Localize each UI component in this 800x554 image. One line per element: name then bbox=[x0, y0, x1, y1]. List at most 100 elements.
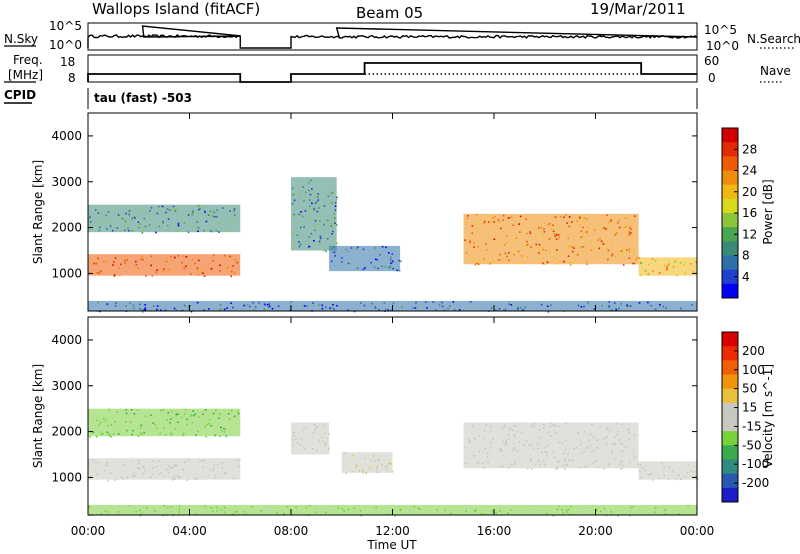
heatmap-speckle bbox=[144, 469, 146, 472]
heatmap-speckle bbox=[95, 262, 98, 265]
heatmap-speckle bbox=[205, 424, 208, 426]
heatmap-speckle bbox=[515, 237, 518, 239]
colorbar-segment bbox=[722, 431, 738, 446]
date-title: 19/Mar/2011 bbox=[590, 0, 686, 18]
heatmap-speckle bbox=[587, 506, 589, 509]
heatmap-speckle bbox=[137, 221, 139, 223]
heatmap-speckle bbox=[191, 214, 194, 216]
heatmap-speckle bbox=[362, 248, 365, 251]
heatmap-speckle bbox=[614, 233, 617, 236]
heatmap-speckle bbox=[141, 232, 144, 234]
heatmap-speckle bbox=[414, 307, 417, 309]
heatmap-speckle bbox=[116, 228, 118, 231]
heatmap-speckle bbox=[586, 218, 588, 220]
heatmap-speckle bbox=[483, 430, 486, 432]
heatmap-speckle bbox=[185, 256, 188, 258]
heatmap-speckle bbox=[474, 510, 476, 512]
heatmap-speckle bbox=[172, 479, 174, 481]
heatmap-speckle bbox=[345, 248, 347, 251]
heatmap-speckle bbox=[542, 249, 545, 251]
heatmap-speckle bbox=[568, 225, 571, 228]
heatmap-speckle bbox=[585, 466, 588, 468]
heatmap-speckle bbox=[374, 460, 377, 462]
heatmap-speckle bbox=[502, 465, 504, 468]
heatmap-speckle bbox=[654, 259, 657, 262]
heatmap-speckle bbox=[502, 219, 505, 221]
heatmap-speckle bbox=[96, 507, 98, 510]
heatmap-speckle bbox=[192, 414, 195, 417]
heatmap-speckle bbox=[293, 213, 296, 216]
heatmap-speckle bbox=[579, 217, 581, 219]
heatmap-speckle bbox=[565, 439, 568, 442]
heatmap-speckle bbox=[554, 216, 557, 218]
heatmap-speckle bbox=[630, 232, 632, 234]
heatmap-speckle bbox=[475, 509, 477, 511]
colorbar-tick-label: 12 bbox=[742, 227, 757, 241]
heatmap-speckle bbox=[186, 423, 188, 426]
heatmap-speckle bbox=[471, 232, 473, 234]
heatmap-speckle bbox=[191, 259, 194, 261]
heatmap-speckle bbox=[219, 426, 222, 429]
heatmap-speckle bbox=[629, 305, 632, 307]
heatmap-speckle bbox=[504, 442, 507, 445]
heatmap-speckle bbox=[117, 214, 120, 216]
heatmap-speckle bbox=[221, 429, 223, 432]
heatmap-speckle bbox=[504, 308, 507, 311]
heatmap-speckle bbox=[290, 301, 293, 303]
x-tick-label: 20:00 bbox=[578, 524, 613, 538]
heatmap-speckle bbox=[398, 269, 401, 272]
heatmap-speckle bbox=[156, 305, 159, 307]
heatmap-speckle bbox=[544, 446, 547, 449]
heatmap-speckle bbox=[205, 409, 207, 411]
heatmap-speckle bbox=[552, 230, 555, 233]
heatmap-speckle bbox=[271, 307, 274, 310]
heatmap-speckle bbox=[663, 465, 665, 468]
heatmap-speckle bbox=[98, 272, 101, 274]
heatmap-speckle bbox=[114, 479, 116, 481]
colorbar-segment bbox=[722, 283, 738, 299]
heatmap-speckle bbox=[582, 226, 584, 229]
heatmap-speckle bbox=[543, 423, 545, 426]
heatmap-speckle bbox=[210, 507, 212, 509]
heatmap-speckle bbox=[506, 255, 508, 258]
heatmap-speckle bbox=[263, 308, 266, 310]
heatmap-speckle bbox=[483, 513, 486, 515]
heatmap-speckle bbox=[678, 513, 680, 515]
heatmap-speckle bbox=[132, 506, 135, 508]
heatmap-speckle bbox=[512, 239, 515, 242]
heatmap-speckle bbox=[580, 246, 582, 248]
heatmap-speckle bbox=[595, 459, 598, 462]
y-tick-label: 2000 bbox=[51, 221, 82, 235]
heatmap-speckle bbox=[674, 259, 677, 261]
heatmap-speckle bbox=[625, 225, 628, 227]
heatmap-speckle bbox=[159, 472, 162, 475]
heatmap-speckle bbox=[167, 218, 170, 220]
heatmap-speckle bbox=[540, 303, 543, 306]
heatmap-region bbox=[291, 422, 330, 455]
heatmap-speckle bbox=[386, 469, 388, 471]
colorbar-segment bbox=[722, 459, 738, 475]
heatmap-speckle bbox=[546, 454, 548, 457]
heatmap-speckle bbox=[517, 430, 519, 433]
heatmap-speckle bbox=[263, 303, 266, 305]
heatmap-speckle bbox=[398, 259, 400, 262]
heatmap-speckle bbox=[186, 418, 188, 421]
heatmap-speckle bbox=[89, 436, 91, 438]
heatmap-speckle bbox=[510, 216, 513, 218]
heatmap-speckle bbox=[164, 512, 166, 514]
heatmap-speckle bbox=[233, 219, 236, 222]
colorbar-tick-label: 50 bbox=[742, 382, 757, 396]
nave-label: Nave bbox=[760, 64, 791, 78]
heatmap-speckle bbox=[480, 512, 483, 515]
heatmap-speckle bbox=[622, 247, 625, 249]
heatmap-speckle bbox=[418, 508, 421, 511]
heatmap-speckle bbox=[323, 205, 326, 207]
heatmap-speckle bbox=[597, 239, 599, 241]
heatmap-speckle bbox=[324, 444, 327, 446]
heatmap-speckle bbox=[550, 236, 553, 239]
heatmap-speckle bbox=[198, 208, 200, 211]
heatmap-speckle bbox=[599, 510, 602, 513]
heatmap-speckle bbox=[127, 505, 130, 507]
heatmap-speckle bbox=[112, 264, 114, 266]
heatmap-speckle bbox=[663, 474, 665, 477]
